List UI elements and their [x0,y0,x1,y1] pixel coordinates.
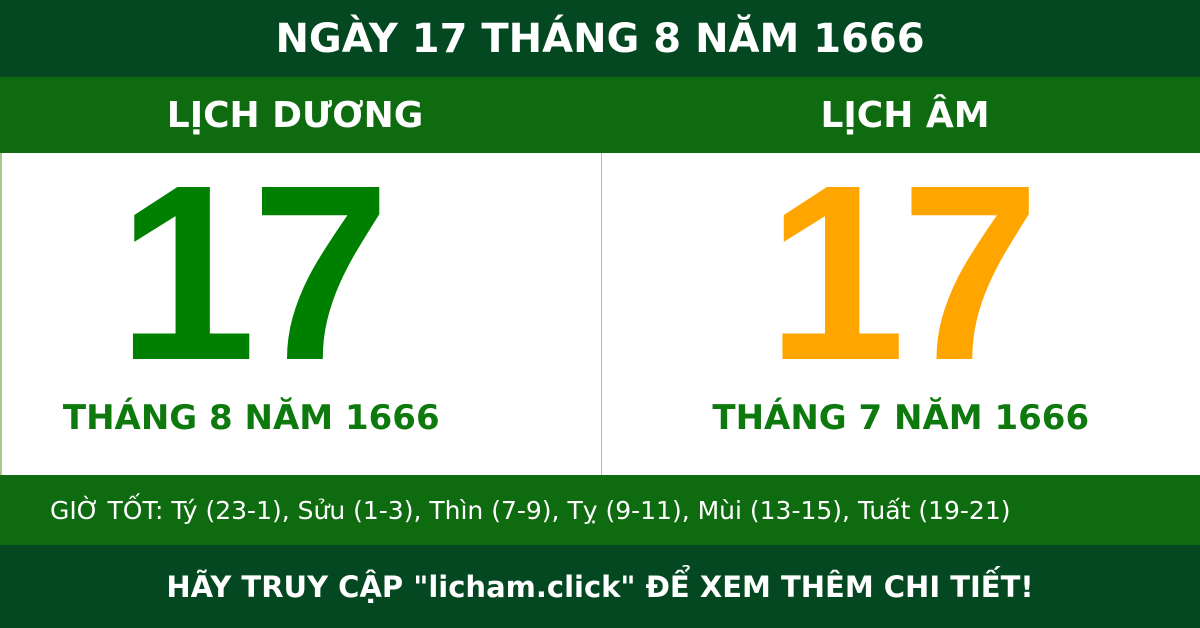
solar-month-year: THÁNG 8 NĂM 1666 [62,398,440,438]
lunar-month-year: THÁNG 7 NĂM 1666 [712,398,1090,438]
lunar-day: 17 [766,133,1040,412]
solar-panel: 17 THÁNG 8 NĂM 1666 [0,148,602,475]
solar-heading: LỊCH DƯƠNG [166,94,424,136]
page-title: NGÀY 17 THÁNG 8 NĂM 1666 [0,0,1200,77]
calendar-headings: LỊCH DƯƠNG LỊCH ÂM [0,77,1200,153]
lunar-heading: LỊCH ÂM [820,94,990,136]
lunar-panel: 17 THÁNG 7 NĂM 1666 [602,148,1200,475]
calendar-body: 17 THÁNG 8 NĂM 1666 17 THÁNG 7 NĂM 1666 [0,148,1200,475]
solar-day: 17 [117,133,390,412]
footer-cta: HÃY TRUY CẬP "licham.click" ĐỂ XEM THÊM … [0,545,1200,628]
good-hours: GIỜ TỐT: Tý (23-1), Sửu (1-3), Thìn (7-9… [0,475,1200,545]
